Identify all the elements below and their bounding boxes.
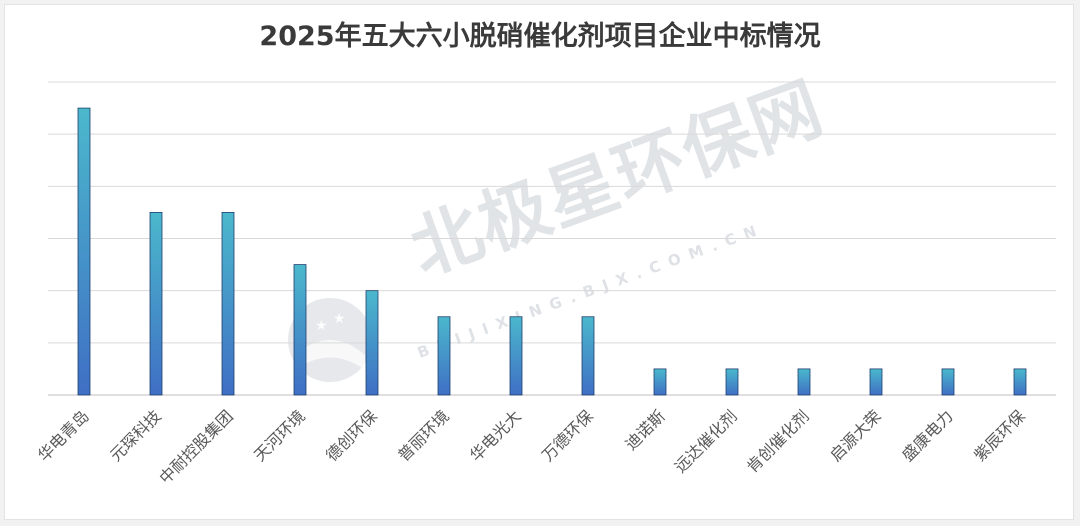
chart-frame <box>4 4 1074 520</box>
bar-8 <box>653 368 667 396</box>
category-label-12: 盛康电力 <box>898 406 957 465</box>
chart-title: 2025年五大六小脱硝催化剂项目企业中标情况 <box>259 21 821 52</box>
category-label-8: 迪诺斯 <box>621 406 668 453</box>
bar-6 <box>509 316 523 396</box>
bar-0 <box>77 107 91 396</box>
gridlines <box>48 81 1056 396</box>
bar-11 <box>869 368 883 396</box>
bar-4 <box>365 290 379 396</box>
bar-13 <box>1013 368 1027 396</box>
category-label-10: 肯创催化剂 <box>743 406 813 476</box>
svg-text:★: ★ <box>315 318 328 334</box>
bar-7 <box>581 316 595 396</box>
bar-9 <box>725 368 739 396</box>
category-label-7: 万德环保 <box>538 406 597 465</box>
bar-10 <box>797 368 811 396</box>
category-label-0: 华电青岛 <box>34 406 93 465</box>
category-label-3: 天河环境 <box>250 406 309 465</box>
category-label-1: 元琛科技 <box>106 406 165 465</box>
svg-text:★: ★ <box>333 311 346 327</box>
category-label-2: 中耐控股集团 <box>156 406 237 487</box>
category-label-13: 紫辰环保 <box>970 406 1029 465</box>
category-label-6: 华电光大 <box>466 406 525 465</box>
category-label-11: 启源大荣 <box>826 406 885 465</box>
bar-3 <box>293 264 307 396</box>
category-label-4: 德创环保 <box>322 406 381 465</box>
bar-1 <box>149 212 163 396</box>
bar-5 <box>437 316 451 396</box>
bar-2 <box>221 212 235 396</box>
watermark-logo-icon: ★ ★ <box>285 295 375 389</box>
bar-12 <box>941 368 955 396</box>
category-label-9: 远达催化剂 <box>671 406 741 476</box>
category-label-5: 普丽环境 <box>394 406 453 465</box>
bars <box>77 107 1027 396</box>
